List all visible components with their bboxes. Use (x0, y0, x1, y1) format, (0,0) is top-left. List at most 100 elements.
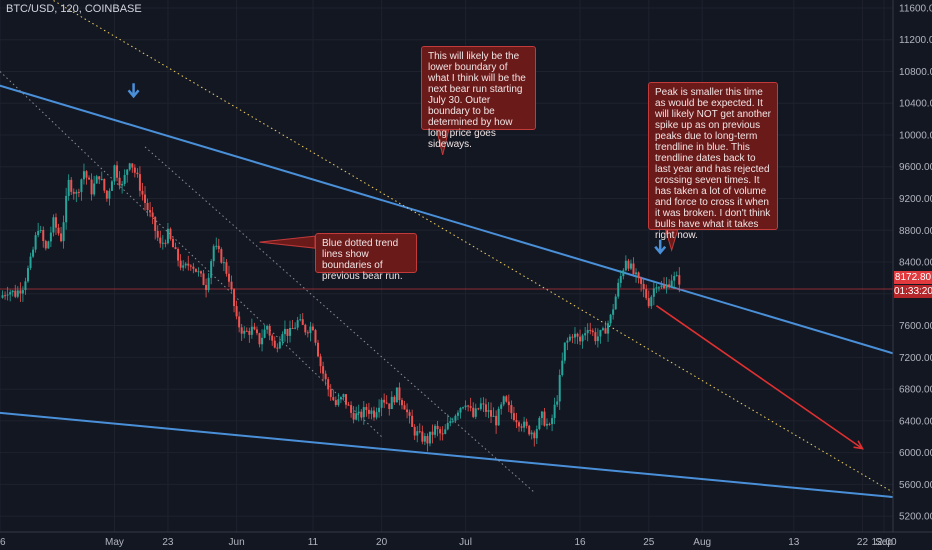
candle-body (210, 261, 213, 278)
candle-body (174, 247, 177, 249)
candle-body (233, 289, 236, 307)
candle-body (85, 171, 88, 178)
candle-body (561, 360, 564, 376)
candle-body (248, 330, 251, 335)
candle-body (591, 330, 594, 333)
candle-body (128, 163, 131, 170)
annotation-note-lower-boundary[interactable]: This will likely be the lower boundary o… (421, 46, 536, 150)
candle-body (660, 285, 663, 288)
candle-body (44, 241, 47, 249)
candle-body (192, 266, 195, 269)
candle-body (187, 263, 190, 266)
candle-body (530, 432, 533, 435)
candle-body (205, 284, 208, 290)
candle-body (225, 262, 228, 274)
blue-trendline (0, 84, 894, 355)
candle-body (283, 328, 286, 335)
candle-body (477, 408, 480, 410)
candle-body (627, 260, 630, 269)
candle-body (19, 290, 22, 294)
candle-body (632, 263, 635, 275)
candle-body (642, 283, 645, 290)
candle-body (515, 420, 518, 423)
candle-body (26, 268, 29, 282)
candle-body (32, 249, 35, 257)
candle-body (72, 191, 75, 194)
candle-body (675, 275, 678, 277)
candle-body (182, 265, 185, 268)
candle-body (388, 403, 391, 410)
candle-body (314, 330, 317, 343)
candle-body (90, 179, 93, 195)
annotation-pointer (436, 129, 450, 155)
candle-body (164, 242, 167, 244)
y-tick-label: 6400.00 (899, 416, 932, 427)
candle-body (156, 230, 159, 238)
red-projection-arrow (655, 305, 863, 450)
candle-body (263, 329, 266, 338)
candle-body (652, 288, 655, 297)
candle-body (362, 407, 365, 418)
candle-body (169, 228, 172, 239)
candle-body (123, 174, 126, 184)
candle-body (599, 330, 602, 337)
candle-body (428, 431, 431, 444)
candle-body (131, 163, 134, 168)
candle-body (635, 272, 638, 275)
candle-body (1, 295, 4, 298)
candle-body (378, 407, 381, 413)
candle-body (411, 415, 414, 427)
candle-body (551, 418, 554, 425)
candle-body (418, 431, 421, 433)
candle-body (47, 241, 50, 249)
candle-body (189, 265, 192, 267)
candle-body (484, 404, 487, 412)
candle-body (154, 216, 157, 231)
y-tick-label: 5200.00 (899, 512, 932, 523)
candle-body (670, 280, 673, 288)
candle-body (110, 181, 113, 191)
candle-body (629, 263, 632, 269)
candle-body (596, 336, 599, 342)
red-arrow-head (853, 440, 864, 450)
candle-body (67, 179, 70, 196)
candle-body (650, 296, 653, 307)
candle-body (194, 268, 197, 272)
candle-body (255, 329, 258, 334)
candle-body (184, 263, 187, 266)
candle-body (306, 332, 309, 334)
y-tick-label: 7600.00 (899, 321, 932, 332)
candle-body (268, 325, 271, 336)
candle-body (482, 403, 485, 405)
candle-body (172, 238, 175, 248)
candle-body (665, 284, 668, 289)
candle-body (116, 165, 119, 178)
candle-body (589, 330, 592, 332)
candle-body (291, 327, 294, 329)
arrow-head (127, 89, 140, 99)
candle-body (474, 408, 477, 417)
candle-body (105, 190, 108, 199)
candle-body (393, 396, 396, 403)
annotation-note-dotted-lines[interactable]: Blue dotted trend lines show boundaries … (315, 233, 417, 282)
candle-body (490, 410, 493, 417)
candle-body (93, 183, 96, 195)
candle-body (609, 314, 612, 324)
candle-body (301, 319, 304, 325)
candle-body (558, 375, 561, 402)
annotation-note-peak[interactable]: Peak is smaller this time as would be ex… (648, 82, 778, 241)
candle-body (462, 407, 465, 409)
candle-body (464, 405, 467, 408)
candle-body (42, 229, 45, 242)
candle-body (525, 421, 528, 426)
candle-body (126, 169, 129, 175)
x-tick-label: Jun (229, 537, 245, 548)
candle-body (54, 217, 57, 228)
candle-body (199, 271, 202, 274)
y-axis: 11600.00 11200.00 10800.00 10400.00 10000.00… (899, 3, 932, 522)
candle-body (144, 194, 147, 203)
candle-body (365, 407, 368, 410)
